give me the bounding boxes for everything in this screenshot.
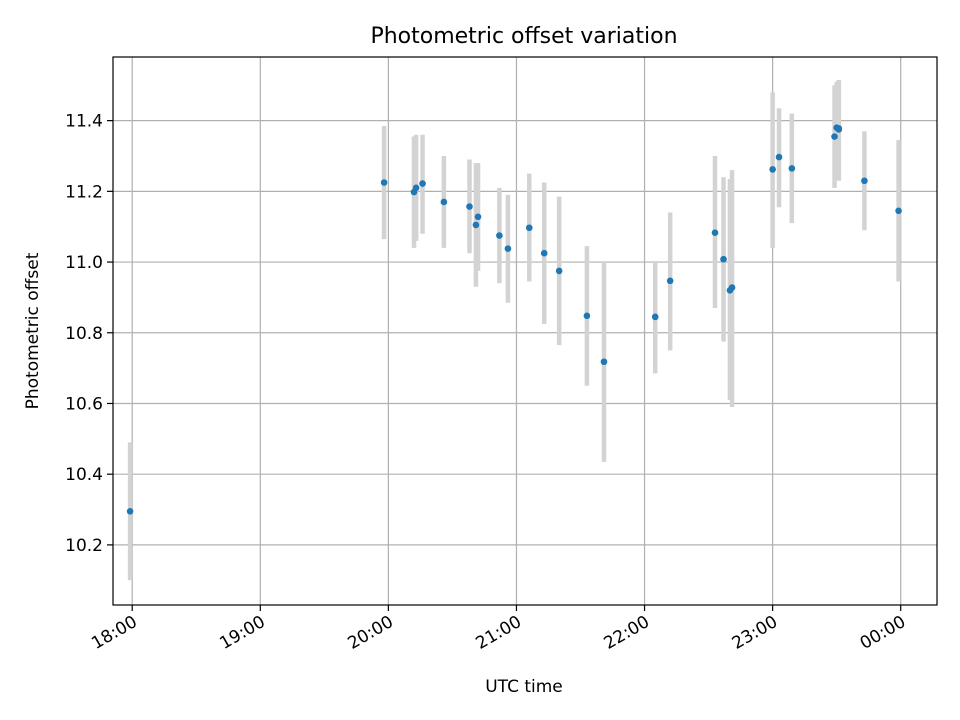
data-point — [126, 508, 134, 515]
x-tick-label: 20:00 — [344, 612, 396, 654]
errorbar-layer — [127, 79, 901, 581]
y-tick-label: 10.2 — [65, 536, 103, 556]
data-point — [472, 221, 480, 229]
y-axis-label: Photometric offset — [23, 252, 43, 409]
data-point — [504, 245, 512, 252]
data-point — [380, 179, 388, 186]
grid-layer — [113, 57, 937, 605]
chart-title: Photometric offset variation — [370, 24, 677, 49]
data-point — [540, 249, 548, 257]
data-point — [525, 224, 533, 232]
data-point — [666, 277, 674, 285]
data-point — [496, 232, 503, 239]
data-point — [651, 313, 659, 321]
data-point — [728, 284, 736, 291]
data-point — [412, 184, 420, 192]
data-point — [474, 213, 482, 221]
x-axis-label: UTC time — [485, 677, 563, 697]
data-point — [440, 198, 448, 206]
x-tick-label: 19:00 — [216, 612, 268, 654]
data-point — [583, 312, 591, 320]
y-tick-label: 11.4 — [65, 112, 103, 132]
data-point — [769, 166, 776, 173]
x-tick-label: 00:00 — [857, 612, 909, 654]
data-point — [835, 125, 843, 132]
x-tick-label: 21:00 — [473, 612, 525, 654]
point-layer — [126, 124, 902, 515]
y-axis-ticks: 10.2 10.4 10.6 10.8 11.0 11.2 11.4 — [65, 112, 113, 556]
data-point — [419, 180, 426, 187]
data-point — [466, 203, 473, 210]
data-point — [775, 153, 783, 161]
x-axis-ticks: 18:00 19:00 20:00 21:00 22:00 23:00 00:00 — [88, 605, 909, 654]
data-point — [788, 165, 796, 172]
data-point — [895, 207, 902, 215]
y-tick-label: 10.8 — [65, 324, 103, 344]
x-tick-label: 18:00 — [88, 612, 140, 654]
y-tick-label: 11.0 — [65, 253, 103, 273]
data-point — [600, 358, 608, 366]
x-tick-label: 22:00 — [601, 612, 653, 654]
x-tick-label: 23:00 — [729, 612, 781, 654]
data-point — [711, 229, 719, 237]
data-point — [720, 255, 727, 263]
y-tick-label: 10.4 — [65, 465, 103, 485]
y-tick-label: 11.2 — [65, 182, 103, 202]
y-tick-label: 10.6 — [65, 394, 103, 414]
data-point — [555, 267, 563, 275]
data-point — [831, 133, 838, 140]
data-point — [861, 177, 868, 185]
plot-frame — [112, 56, 938, 606]
